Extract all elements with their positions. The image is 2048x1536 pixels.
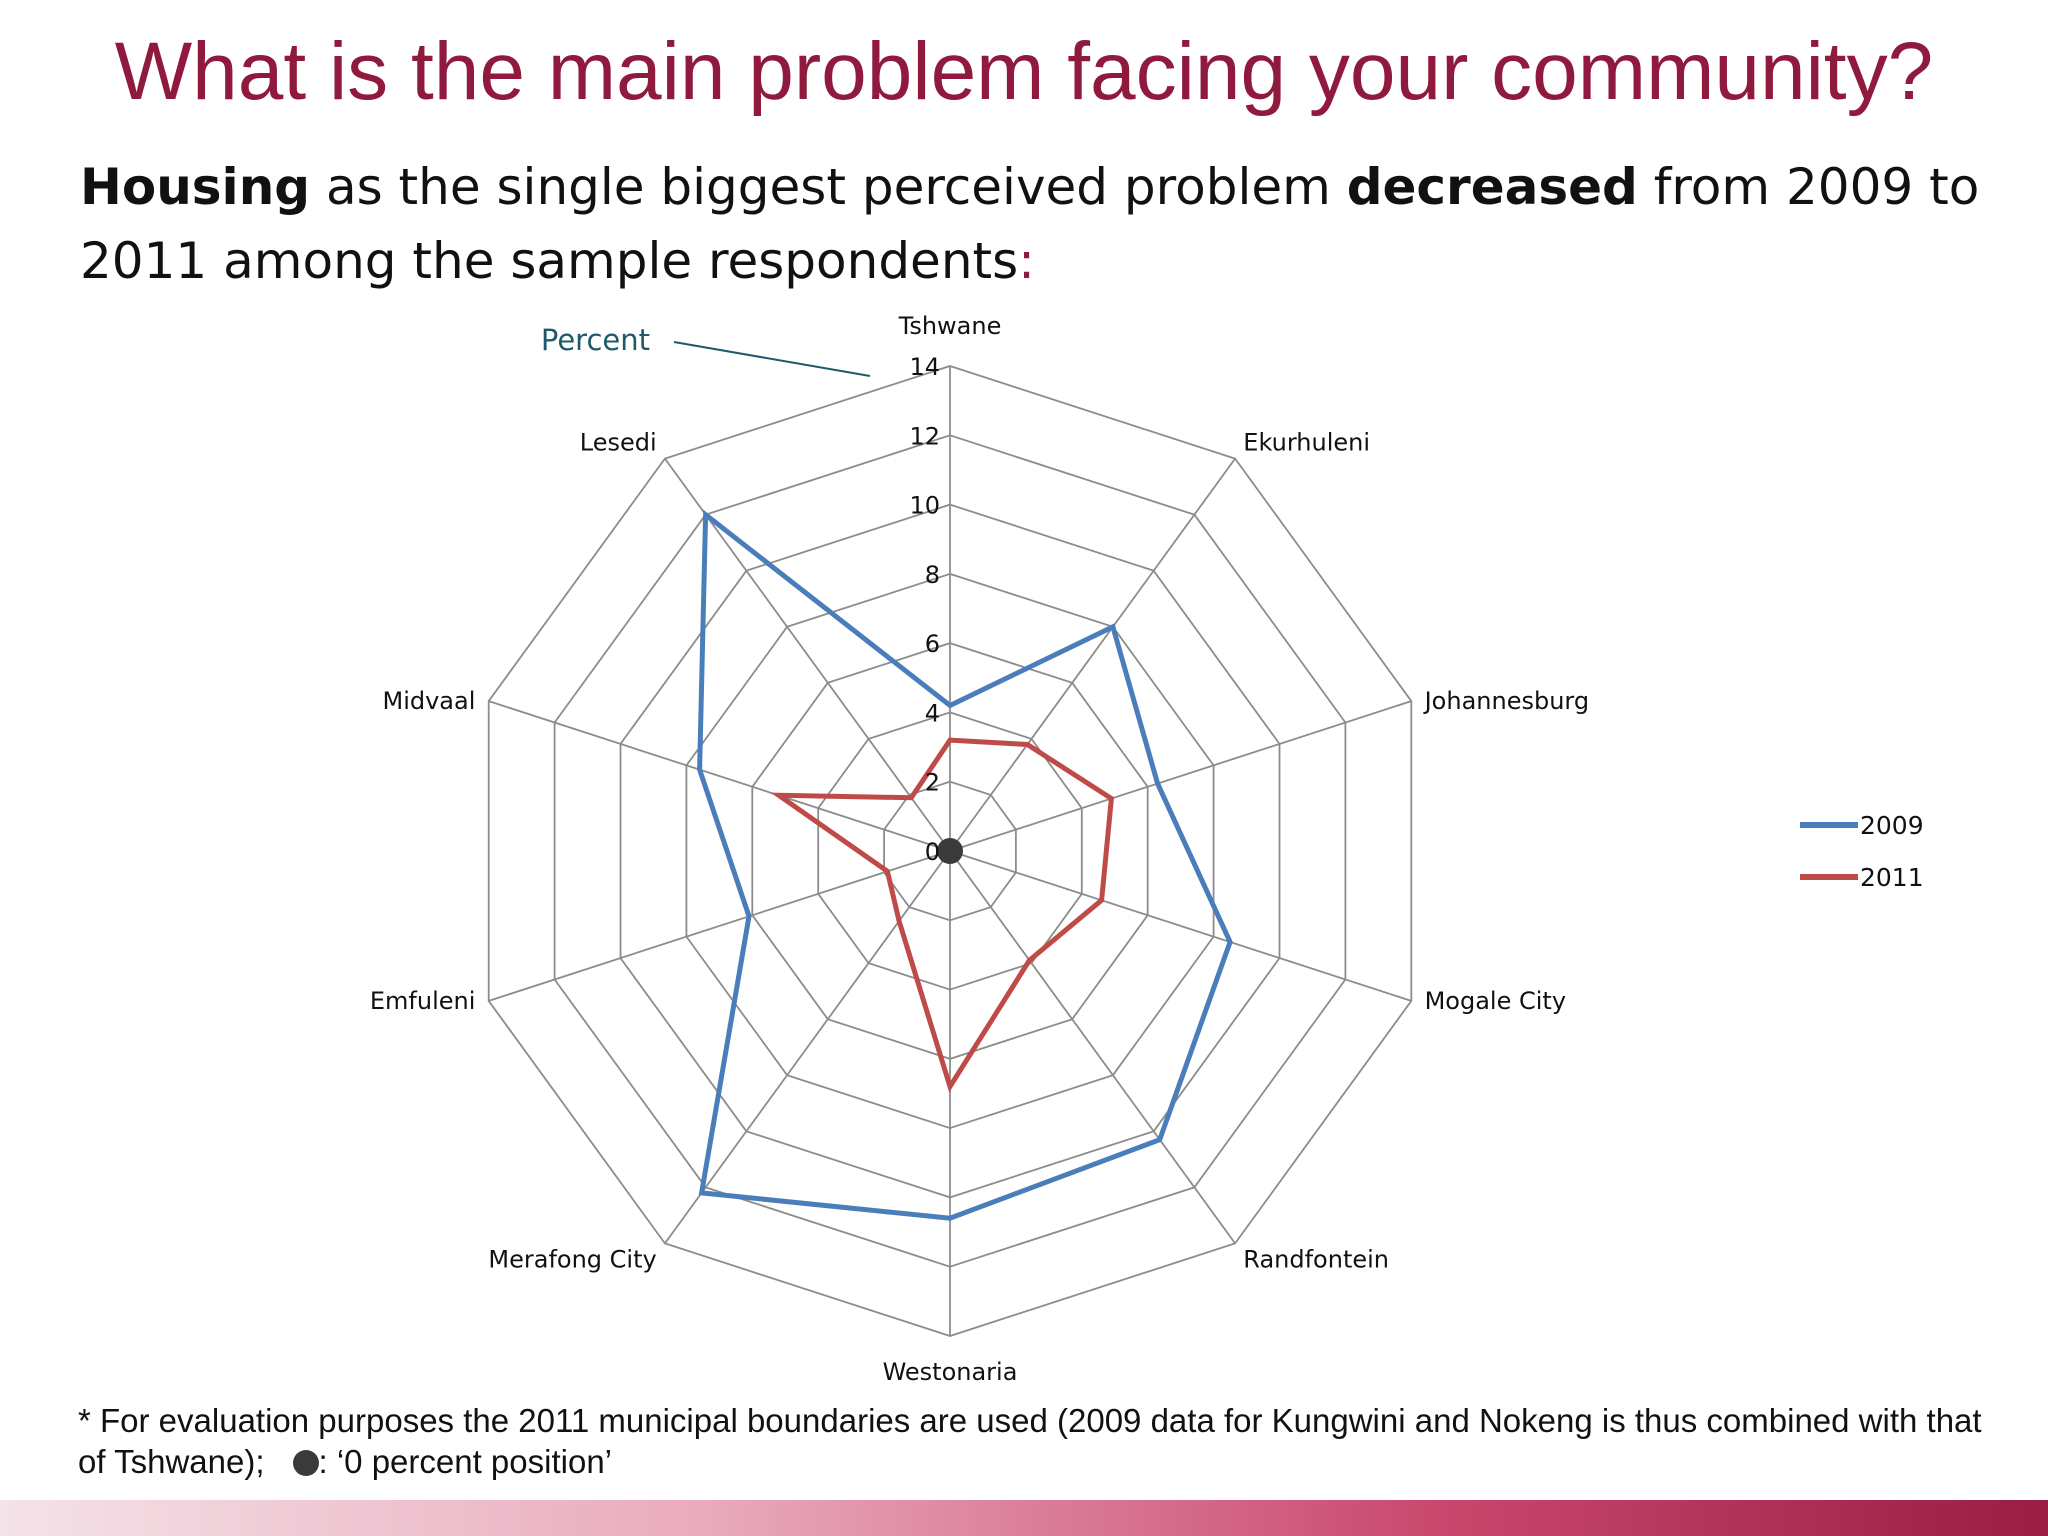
tick-label: 12 (909, 422, 940, 450)
category-label: Westonaria (883, 1358, 1018, 1386)
category-label: Emfuleni (370, 987, 476, 1015)
category-label: Tshwane (898, 312, 1002, 340)
subtitle-bold-decreased: decreased (1346, 158, 1638, 216)
axis-label-percent: Percent (541, 323, 650, 357)
subtitle-colon: : (1018, 232, 1036, 290)
category-label: Mogale City (1425, 987, 1566, 1015)
category-label: Midvaal (382, 687, 475, 715)
grid-spoke (949, 850, 1236, 1244)
grid-spoke (949, 458, 1236, 852)
grid-spoke (949, 850, 1412, 1002)
subtitle-bold-housing: Housing (80, 158, 311, 216)
radar-labels: 0 2 4 6 8 10 12 14 Tshwane Ekurhuleni Johannesburg… (370, 312, 1589, 1386)
tick-label: 6 (925, 630, 940, 658)
tick-label: 14 (909, 353, 940, 381)
zero-position-dot-icon (292, 1450, 319, 1476)
category-label: Randfontein (1243, 1245, 1389, 1273)
series-line-2009 (697, 509, 1233, 1221)
tick-label: 2 (925, 769, 940, 797)
radar-chart: 0 2 4 6 8 10 12 14 Tshwane Ekurhuleni Johannesburg… (370, 312, 1924, 1386)
tick-label: 10 (909, 492, 940, 520)
grid-spoke (488, 850, 951, 1002)
legend-label-2009: 2009 (1860, 811, 1924, 840)
grid-spoke (664, 458, 951, 852)
slide-title: What is the main problem facing your com… (114, 26, 1934, 117)
slide-subtitle: Housing as the single biggest perceived … (80, 150, 1980, 298)
tick-label: 8 (925, 561, 940, 589)
subtitle-text-part2: from 2009 to 2011 among the sample respo… (80, 158, 1980, 290)
grid-spoke (488, 700, 951, 852)
category-label: Lesedi (580, 429, 657, 457)
subtitle-text-part1: as the single biggest perceived problem (310, 158, 1347, 216)
footnote: * For evaluation purposes the 2011 munic… (78, 1400, 2018, 1482)
chart-legend: 2009 2011 (1800, 811, 1924, 892)
grid-spoke (664, 850, 951, 1244)
series-line-2011 (770, 737, 1115, 1093)
radar-grid (487, 365, 1413, 1337)
radar-series (697, 509, 1233, 1221)
category-label: Merafong City (488, 1245, 656, 1273)
axis-label-leader (673, 341, 871, 377)
footnote-text: * For evaluation purposes the 2011 munic… (78, 1402, 1982, 1480)
tick-label: 4 (925, 699, 940, 727)
decorative-footer-band (0, 1500, 2048, 1536)
grid-spoke (949, 700, 1412, 852)
category-label: Ekurhuleni (1243, 429, 1370, 457)
category-label: Johannesburg (1423, 687, 1590, 715)
legend-label-2011: 2011 (1860, 863, 1924, 892)
tick-label: 0 (925, 838, 940, 866)
footnote-marker-text: : ‘0 percent position’ (318, 1443, 613, 1480)
zero-position-dot (937, 838, 963, 864)
